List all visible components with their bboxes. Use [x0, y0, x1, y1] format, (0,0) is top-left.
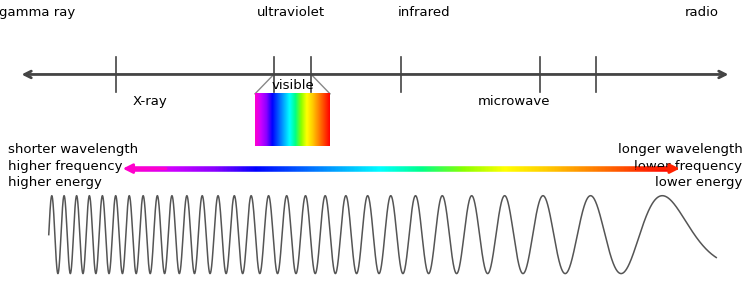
- Text: microwave: microwave: [478, 95, 550, 108]
- Text: shorter wavelength
higher frequency
higher energy: shorter wavelength higher frequency high…: [8, 143, 138, 189]
- Text: X-ray: X-ray: [133, 95, 167, 108]
- Text: gamma ray: gamma ray: [0, 6, 76, 19]
- Text: ultraviolet: ultraviolet: [257, 6, 325, 19]
- Text: infrared: infrared: [398, 6, 450, 19]
- Text: longer wavelength
lower frequency
lower energy: longer wavelength lower frequency lower …: [618, 143, 742, 189]
- Text: radio: radio: [684, 6, 718, 19]
- Text: visible: visible: [272, 79, 314, 92]
